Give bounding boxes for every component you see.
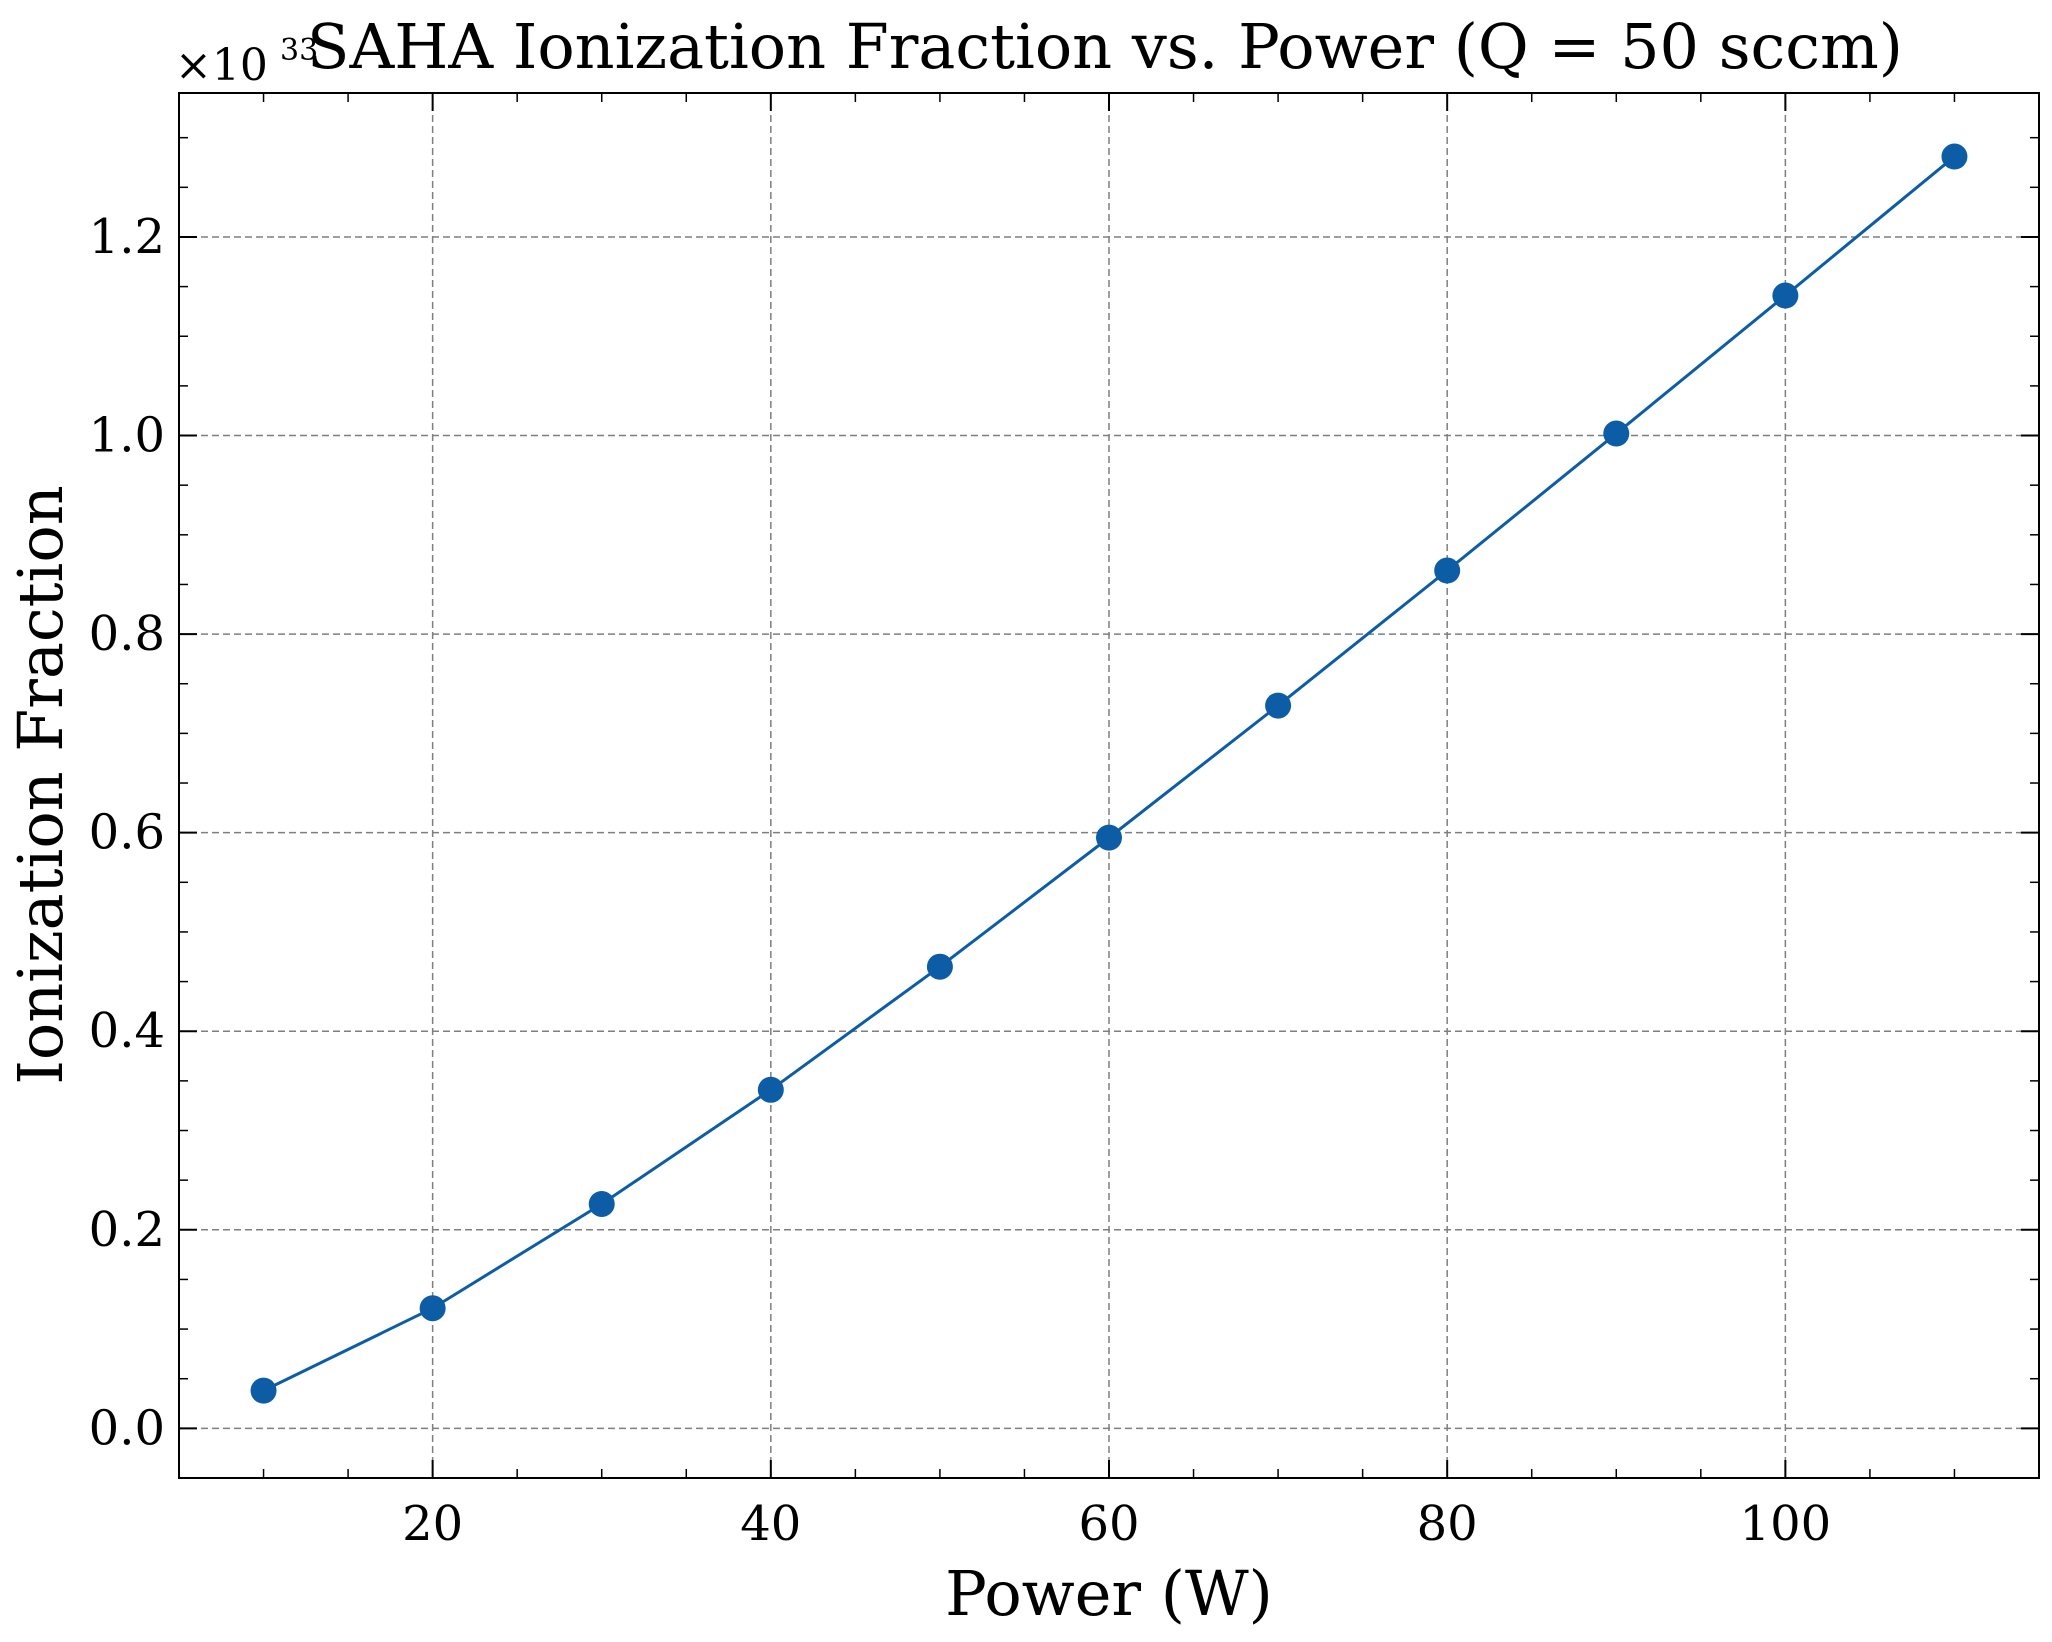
x-tick-label: 40 — [740, 1496, 801, 1552]
data-point — [419, 1295, 446, 1322]
data-point — [1096, 824, 1122, 851]
y-tick-label: 1.2 — [89, 209, 165, 265]
data-point — [1265, 692, 1292, 719]
y-axis-label: Ionization Fraction — [4, 485, 77, 1084]
major-ticks — [179, 93, 2039, 1478]
data-point — [1434, 557, 1461, 584]
x-tick-label: 60 — [1078, 1496, 1139, 1552]
data-point — [1941, 143, 1968, 170]
series-layer — [250, 143, 1968, 1404]
y-tick-label: 0.8 — [89, 606, 165, 662]
x-axis-label: Power (W) — [945, 1557, 1273, 1630]
data-point — [926, 953, 953, 980]
data-point — [757, 1076, 784, 1103]
y-multiplier-base: ×10 — [175, 40, 268, 91]
y-tick-label: 0.2 — [89, 1202, 165, 1258]
x-tick-label: 80 — [1417, 1496, 1478, 1552]
data-point — [588, 1190, 615, 1217]
data-point — [1603, 420, 1630, 447]
data-point — [1772, 282, 1799, 309]
data-point — [250, 1377, 277, 1404]
y-tick-label: 0.0 — [89, 1400, 165, 1456]
y-multiplier: ×10 33 — [175, 33, 318, 91]
x-tick-label: 100 — [1740, 1496, 1832, 1552]
y-tick-label: 1.0 — [89, 408, 165, 464]
y-multiplier-exponent: 33 — [280, 33, 318, 68]
y-tick-label: 0.6 — [89, 805, 165, 861]
x-tick-labels: 20 40 60 80 100 — [402, 1496, 1831, 1552]
plot-frame — [178, 92, 2040, 1479]
y-tick-labels: 0.0 0.2 0.4 0.6 0.8 1.0 1.2 — [89, 209, 165, 1456]
chart-title: SAHA Ionization Fraction vs. Power (Q = … — [307, 10, 1903, 83]
x-tick-label: 20 — [402, 1496, 463, 1552]
y-tick-label: 0.4 — [89, 1003, 165, 1059]
